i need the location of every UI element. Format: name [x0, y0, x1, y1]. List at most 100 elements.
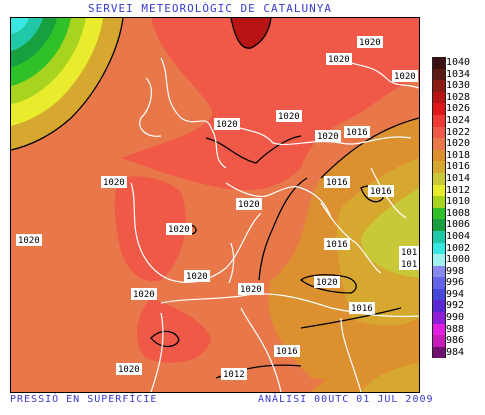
legend-swatch [432, 196, 446, 208]
legend-label: 994 [446, 288, 465, 300]
legend-label: 1016 [446, 161, 471, 173]
legend-swatch [432, 172, 446, 185]
legend-swatch [432, 114, 446, 127]
legend-row: 1020 [432, 138, 482, 150]
legend-swatch [432, 91, 446, 104]
isobar-label: 101 [401, 248, 417, 258]
border-africa-e [340, 317, 362, 392]
legend-row: 984 [432, 346, 482, 359]
pressure-map: 1020 1020 1020 1020 1020 1020 1020 1020 … [10, 17, 420, 393]
coastline-italy [320, 202, 382, 274]
legend-label: 984 [446, 346, 465, 358]
legend-swatch [432, 346, 446, 359]
legend-row: 1024 [432, 114, 482, 127]
legend-label: 1014 [446, 172, 471, 184]
legend-swatch [432, 126, 446, 139]
coastlines [130, 57, 419, 392]
legend-label: 1040 [446, 57, 471, 68]
legend-label: 1020 [446, 138, 471, 150]
coastline-france [225, 182, 332, 219]
isobar-1016-e [320, 117, 419, 179]
legend-label: 1006 [446, 219, 471, 231]
legend-label: 1030 [446, 80, 471, 92]
legend-swatch [432, 300, 446, 313]
isobar-label: 1020 [118, 365, 140, 375]
isobar-label: 1016 [276, 347, 298, 357]
legend-label: 1008 [446, 207, 471, 219]
isobar-1016-nw [11, 18, 124, 151]
legend-label: 1034 [446, 68, 471, 80]
legend-label: 988 [446, 323, 465, 335]
isobar-labels: 1020 1020 1020 1020 1020 1020 1020 1020 … [16, 36, 419, 380]
legend-row: 1028 [432, 91, 482, 104]
legend-row: 1022 [432, 126, 482, 139]
legend-row: 986 [432, 335, 482, 347]
map-variable-label: PRESSIÓ EN SUPERFÍCIE [10, 394, 158, 405]
legend-row: 994 [432, 288, 482, 301]
isobar-label: 1016 [370, 187, 392, 197]
legend-swatch [432, 184, 446, 197]
coastline-africa [160, 293, 419, 318]
legend-label: 1026 [446, 103, 471, 115]
isobar-label: 1020 [103, 178, 125, 188]
isobar-1018-a [258, 177, 308, 281]
coastline-britain [160, 57, 227, 169]
legend-swatch [432, 335, 446, 347]
coastline-north-europe [215, 117, 412, 146]
legend-row: 1018 [432, 149, 482, 162]
legend-label: 996 [446, 277, 465, 289]
legend-swatch [432, 288, 446, 301]
legend-swatch [432, 265, 446, 278]
legend-row: 996 [432, 277, 482, 289]
isobars [11, 18, 419, 379]
legend-label: 1024 [446, 114, 471, 126]
isobar-label: 1020 [317, 132, 339, 142]
coastline-ireland [139, 77, 162, 137]
isobar-1028 [230, 18, 272, 49]
legend-row: 1010 [432, 196, 482, 208]
legend-row: 1014 [432, 172, 482, 185]
legend-row: 992 [432, 300, 482, 313]
legend-row: 1002 [432, 242, 482, 255]
legend-swatch [432, 57, 446, 69]
legend-swatch [432, 254, 446, 266]
isobar-label: 1020 [359, 38, 381, 48]
analysis-time-label: ANÀLISI 00UTC 01 JUL 2009 [258, 394, 434, 405]
isobar-label: 1012 [223, 370, 245, 380]
legend-row: 990 [432, 312, 482, 324]
isobar-1022-a [205, 135, 302, 164]
coastline-balearic [228, 242, 235, 284]
legend-row: 988 [432, 323, 482, 336]
isobar-label: 1020 [238, 200, 260, 210]
isobar-label: 1020 [133, 290, 155, 300]
isobar-label: 1020 [216, 120, 238, 130]
legend-label: 1018 [446, 149, 471, 161]
legend-row: 1040 [432, 57, 482, 69]
field-1016-south [361, 363, 419, 392]
legend-row: 1026 [432, 103, 482, 115]
isobar-label: 1020 [186, 272, 208, 282]
legend-label: 1004 [446, 230, 471, 242]
legend-swatch [432, 312, 446, 324]
legend-row: 1004 [432, 230, 482, 243]
isobar-1020-low [299, 274, 357, 294]
legend-row: 1030 [432, 80, 482, 92]
legend-row: 1000 [432, 254, 482, 266]
legend-swatch [432, 277, 446, 289]
field-1022-africa [136, 298, 211, 363]
legend-swatch [432, 68, 446, 81]
legend-row: 1006 [432, 219, 482, 231]
isobar-label: 1020 [240, 285, 262, 295]
legend-swatch [432, 138, 446, 150]
legend-swatch [432, 230, 446, 243]
isobar-1016-s [300, 307, 402, 329]
legend-label: 1028 [446, 91, 471, 103]
legend-label: 1000 [446, 254, 471, 266]
legend-label: 986 [446, 335, 465, 347]
isobar-label: 1020 [18, 236, 40, 246]
legend-label: 992 [446, 300, 465, 312]
legend-label: 998 [446, 265, 465, 277]
map-title: SERVEI METEOROLÒGIC DE CATALUNYA [88, 2, 332, 15]
legend-label: 1002 [446, 242, 471, 254]
isobar-1022-africa [150, 330, 180, 348]
